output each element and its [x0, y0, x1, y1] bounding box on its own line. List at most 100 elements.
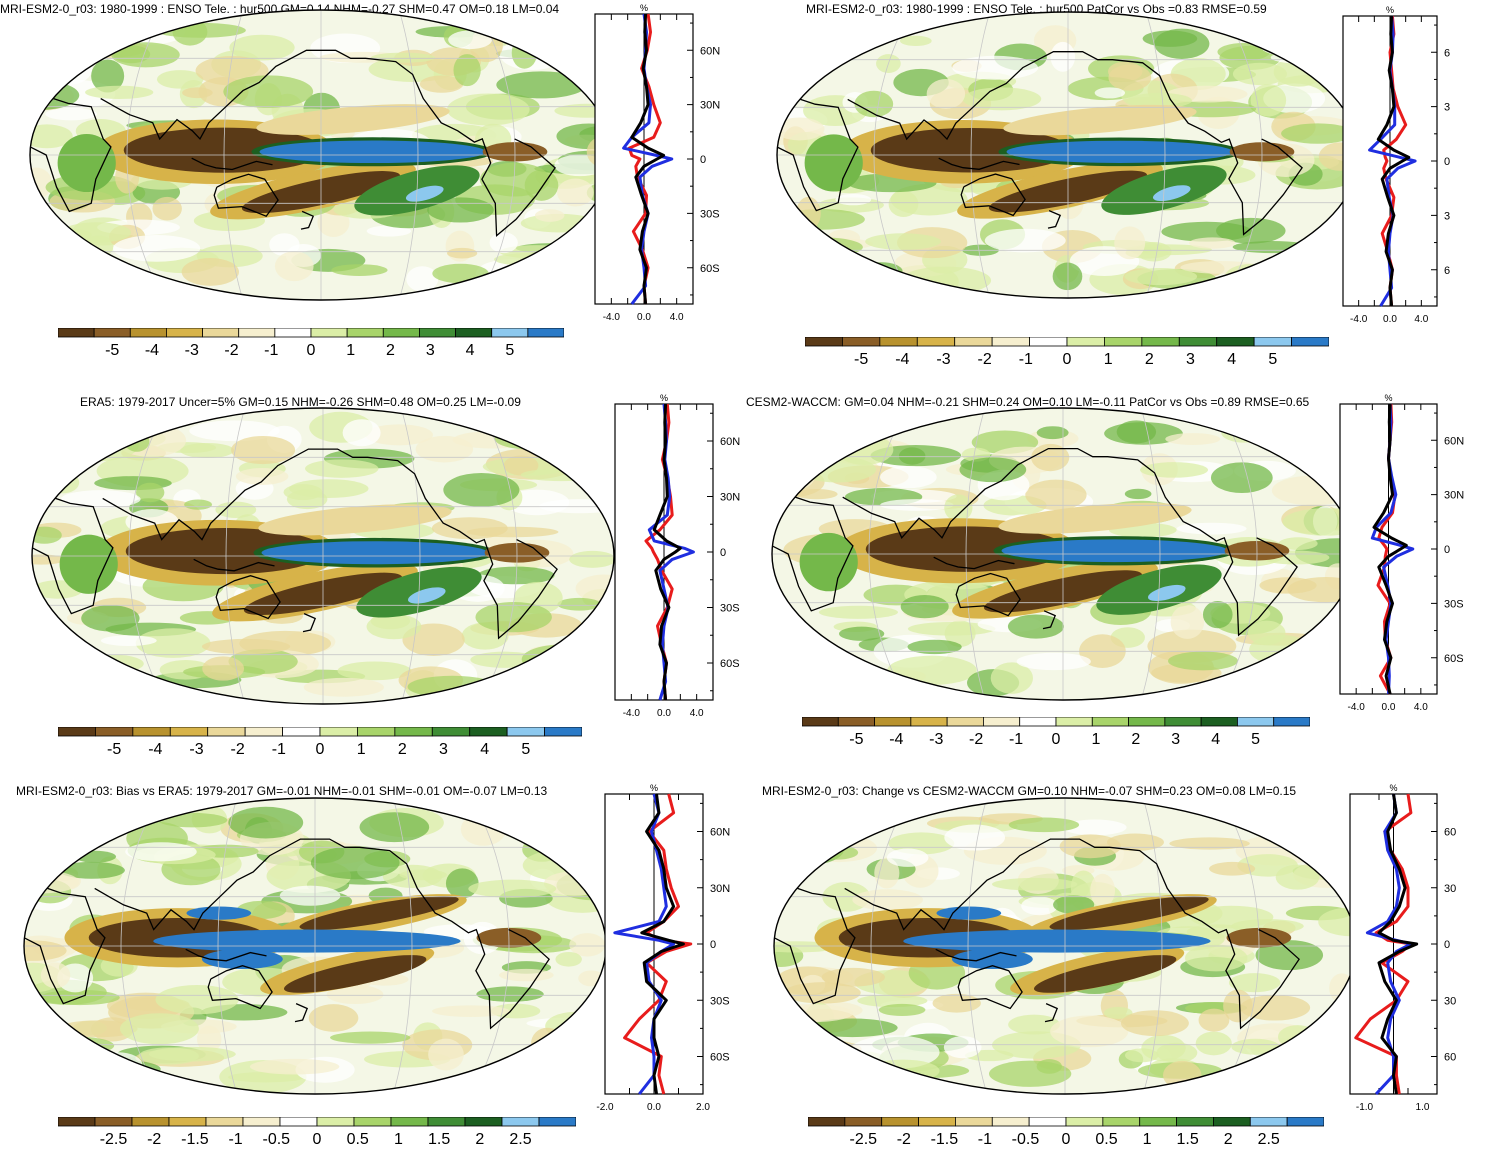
colorbar-tick: -1.5: [931, 1131, 959, 1148]
profile-xtick: 4.0: [1414, 314, 1428, 325]
colorbar-swatch: [491, 328, 529, 338]
colorbar-tick: 3: [1186, 351, 1195, 368]
colorbar-tick: 0: [1062, 1131, 1071, 1148]
profile-ytick: 0: [1444, 544, 1450, 556]
profile-ytick: 60: [1444, 1052, 1456, 1064]
colorbar-swatch: [131, 1117, 170, 1127]
colorbar-swatch: [93, 328, 131, 338]
colorbar-tick: -3: [936, 351, 950, 368]
colorbar-swatch: [390, 1117, 429, 1127]
colorbar: -5 -4 -3 -2 -1 0 1 2 3 4 5: [58, 727, 582, 767]
profile-ytick: 30S: [710, 995, 730, 1007]
colorbar-swatch: [991, 337, 1030, 347]
colorbar-swatch: [527, 328, 564, 338]
profile-ytick: 60: [1444, 827, 1456, 839]
colorbar-tick: -1: [978, 1131, 992, 1148]
colorbar-swatch: [132, 727, 171, 737]
colorbar-swatch: [844, 1117, 883, 1127]
colorbar-swatch: [202, 328, 240, 338]
profile-ytick: 30N: [700, 100, 720, 112]
profile-ytick: 30: [1444, 883, 1456, 895]
profile-xtick: 2.0: [696, 1102, 710, 1113]
colorbar-tick: 3: [426, 342, 435, 359]
colorbar-tick: 1: [346, 342, 355, 359]
colorbar-swatch: [58, 727, 96, 737]
profile-xtick: -4.0: [1350, 314, 1368, 325]
colorbar-swatch: [419, 328, 456, 338]
profile-xtick: 0.0: [1382, 702, 1396, 713]
colorbar-swatch: [879, 337, 918, 347]
colorbar-swatch: [1055, 717, 1093, 727]
colorbar-swatch: [954, 337, 993, 347]
map-plot: [22, 796, 608, 1096]
colorbar-tick: -4: [145, 342, 159, 359]
colorbar-tick: -2: [147, 1131, 161, 1148]
colorbar-tick: -2.5: [100, 1131, 128, 1148]
black-series-line: [652, 403, 682, 701]
colorbar-tick: -3: [929, 731, 943, 748]
colorbar: -5 -4 -3 -2 -1 0 1 2 3 4 5: [805, 337, 1329, 377]
colorbar-tick: 0.5: [1095, 1131, 1117, 1148]
black-series-line: [1372, 403, 1408, 695]
colorbar-swatch: [274, 328, 312, 338]
profile-ytick: 60S: [1444, 653, 1464, 665]
colorbar-swatch: [1291, 337, 1329, 347]
colorbar-swatch: [427, 1117, 466, 1127]
colorbar-tick: 1.5: [1177, 1131, 1199, 1148]
colorbar-tick: 2: [398, 741, 407, 758]
profile-unit: %: [660, 393, 668, 403]
profile-xtick: 0.0: [1383, 314, 1397, 325]
colorbar-tick: -2: [897, 1131, 911, 1148]
panel-title: MRI-ESM2-0_r03: 1980-1999 : ENSO Tele. :…: [806, 2, 1267, 16]
colorbar-swatch: [464, 1117, 503, 1127]
colorbar-tick: -2: [978, 351, 992, 368]
profile-ytick: 30N: [720, 492, 740, 504]
colorbar-swatch: [205, 1117, 244, 1127]
black-series-line: [640, 793, 685, 1095]
black-series-line: [1377, 793, 1419, 1095]
colorbar-tick: -1: [1009, 731, 1023, 748]
profile-ytick: 60N: [1444, 435, 1464, 447]
map-plot: [30, 406, 616, 706]
colorbar-swatch: [1237, 717, 1275, 727]
colorbar-swatch: [94, 1117, 133, 1127]
profile-ytick: 60S: [710, 1052, 730, 1064]
profile-ytick: 30N: [1444, 490, 1464, 502]
colorbar-tick: 1: [1091, 731, 1100, 748]
colorbar-tick: 4: [1211, 731, 1220, 748]
profile-xtick: -2.0: [596, 1102, 614, 1113]
profile-unit: %: [650, 783, 658, 793]
colorbar-tick: -2: [231, 741, 245, 758]
colorbar-swatch: [382, 328, 420, 338]
colorbar-swatch: [538, 1117, 576, 1127]
colorbar-tick: -2: [969, 731, 983, 748]
profile-ytick: 3: [1444, 210, 1450, 222]
colorbar-swatch: [916, 337, 956, 347]
colorbar-swatch: [346, 328, 384, 338]
profile-ytick: 0: [1444, 939, 1450, 951]
colorbar-tick: 2: [1131, 731, 1140, 748]
profile-ytick: 30S: [720, 603, 740, 615]
colorbar-tick: 2.5: [509, 1131, 531, 1148]
colorbar-swatch: [431, 727, 471, 737]
colorbar-swatch: [881, 1117, 919, 1127]
colorbar-tick: 5: [1268, 351, 1277, 368]
panel-title: MRI-ESM2-0_r03: 1980-1999 : ENSO Tele. :…: [0, 2, 560, 16]
colorbar-tick: -1: [272, 741, 286, 758]
colorbar-swatch: [129, 328, 167, 338]
colorbar-swatch: [455, 328, 493, 338]
colorbar-swatch: [1176, 1117, 1214, 1127]
colorbar-tick: 5: [505, 342, 514, 359]
colorbar-swatch: [808, 1117, 846, 1127]
colorbar-swatch: [238, 328, 276, 338]
colorbar-swatch: [1213, 1117, 1251, 1127]
colorbar-tick: -3: [185, 342, 199, 359]
colorbar-tick: 0: [1063, 351, 1072, 368]
colorbar-swatch: [95, 727, 134, 737]
colorbar-tick: 2: [1145, 351, 1154, 368]
colorbar-swatch: [506, 727, 545, 737]
profile-ytick: 60S: [720, 658, 740, 670]
colorbar-swatch: [242, 1117, 281, 1127]
colorbar-swatch: [207, 727, 246, 737]
colorbar-tick: 1: [1143, 1131, 1152, 1148]
